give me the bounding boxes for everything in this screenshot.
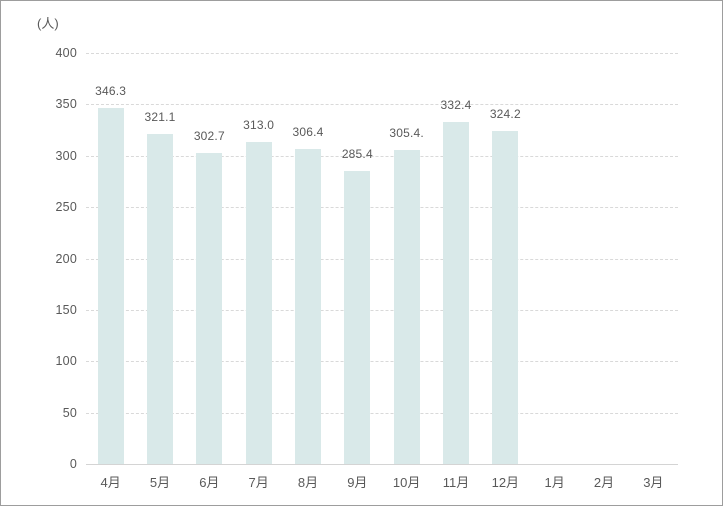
gridline	[86, 104, 678, 106]
gridline	[86, 309, 678, 311]
bar	[147, 134, 173, 464]
y-axis-tick-label: 150	[55, 302, 77, 317]
bar	[344, 170, 371, 464]
y-axis-tick-label: 100	[55, 354, 77, 369]
x-axis-tick-label: 4月	[100, 475, 121, 490]
gridline	[86, 412, 678, 414]
bar-value-label: 305.4.	[389, 126, 424, 141]
x-axis-tick-label: 10月	[392, 475, 421, 490]
bar-value-label: 324.2	[489, 106, 521, 121]
x-axis-tick-label: 7月	[248, 475, 269, 490]
y-axis-tick-label: 400	[55, 46, 77, 60]
y-axis-tick-label: 0	[69, 457, 77, 471]
y-axis-tick-label: 200	[55, 251, 77, 266]
x-axis-tick-label: 2月	[593, 475, 615, 490]
y-axis-tick-label: 50	[62, 405, 77, 420]
x-axis-tick-label: 8月	[297, 475, 319, 490]
x-axis-tick-label: 9月	[347, 475, 368, 490]
x-axis-tick-label: 1月	[544, 475, 565, 490]
bar-value-label: 285.4	[341, 146, 373, 161]
bar	[295, 149, 321, 464]
bar-value-label: 321.1	[144, 110, 176, 125]
bar-value-label: 313.0	[243, 118, 275, 133]
gridline	[86, 155, 678, 157]
gridline	[86, 207, 678, 209]
y-axis-tick-label: 350	[55, 97, 77, 112]
bar-value-label: 332.4	[440, 98, 472, 113]
bar-value-label: 306.4	[292, 125, 324, 140]
gridline	[86, 53, 678, 54]
gridline	[86, 258, 678, 260]
bar	[245, 142, 272, 464]
x-axis-tick-label: 6月	[199, 475, 220, 490]
bar	[97, 108, 124, 464]
y-axis-tick-label: 250	[55, 200, 77, 215]
x-axis-tick-label: 11月	[442, 475, 470, 490]
x-axis-line	[86, 464, 678, 465]
bar-value-label: 302.7	[193, 128, 225, 143]
bar	[492, 130, 519, 464]
x-axis-tick-label: 3月	[643, 475, 664, 490]
y-axis-unit-label: (人)	[37, 16, 59, 31]
x-axis-tick-label: 5月	[149, 475, 171, 490]
bar-value-label: 346.3	[95, 84, 127, 99]
bar	[443, 122, 469, 464]
gridline	[86, 361, 678, 363]
x-axis-tick-label: 12月	[491, 475, 520, 490]
bar	[196, 152, 223, 464]
bar	[393, 150, 420, 464]
y-axis-tick-label: 300	[55, 148, 77, 163]
